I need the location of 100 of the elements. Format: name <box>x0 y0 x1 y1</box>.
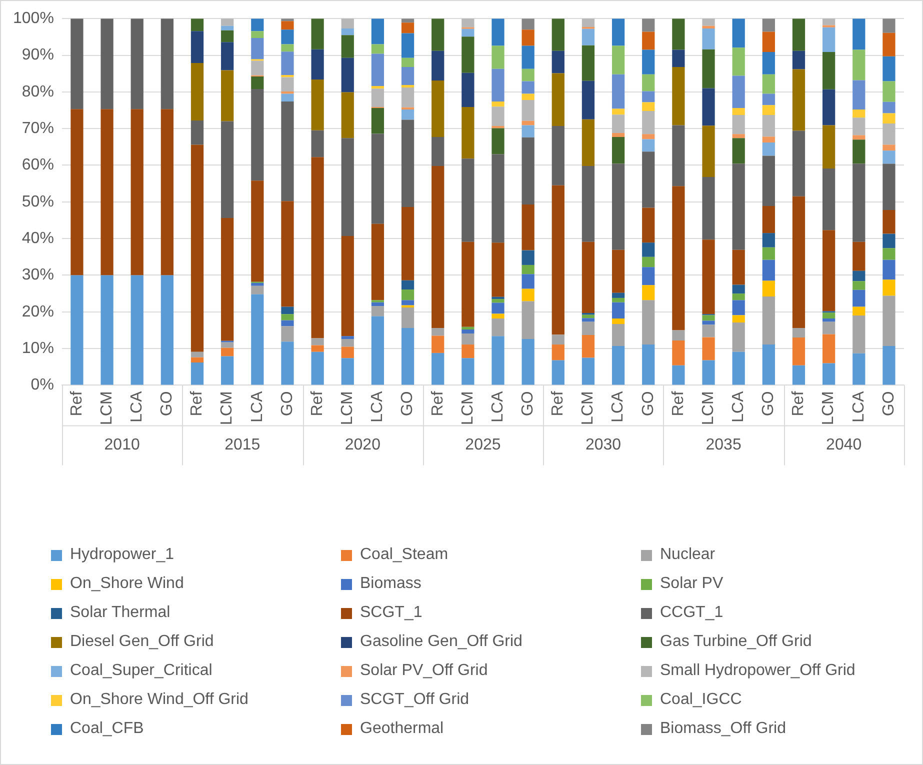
bar <box>852 18 866 50</box>
y-tick-label: 90% <box>22 46 54 64</box>
bar <box>160 18 174 110</box>
x-tick-label: LCA <box>850 390 868 422</box>
bar <box>552 334 564 345</box>
bar <box>522 46 534 69</box>
bar <box>251 282 264 286</box>
bar <box>281 342 294 385</box>
y-tick-label: 80% <box>22 83 54 100</box>
bar <box>462 326 474 330</box>
text: 2010 <box>104 436 140 454</box>
legend-label: Nuclear <box>660 546 716 564</box>
bar <box>522 301 534 340</box>
legend-label: Small Hydropower_Off Grid <box>660 662 856 680</box>
bar <box>522 30 534 46</box>
bar <box>612 114 625 133</box>
legend-label: Solar PV_Off Grid <box>360 662 488 680</box>
bar <box>612 292 625 298</box>
y-tick-label: 70% <box>22 120 54 137</box>
bar <box>281 30 294 44</box>
bar <box>702 315 715 321</box>
bar <box>432 166 444 328</box>
bar <box>822 18 836 26</box>
x-tick-label: LCM <box>339 391 356 425</box>
bar <box>582 45 595 81</box>
bar <box>432 18 444 51</box>
bar <box>762 94 775 106</box>
bar <box>642 285 655 300</box>
legend-label: Coal_IGCC <box>660 691 742 709</box>
bar <box>371 302 384 306</box>
bar <box>642 242 655 257</box>
x-tick-label: LCA <box>610 390 627 422</box>
bar <box>702 28 715 50</box>
bar <box>251 180 264 282</box>
bar <box>462 72 474 107</box>
bar <box>341 138 354 236</box>
bar <box>251 76 264 89</box>
bar <box>221 342 234 348</box>
bar <box>792 328 806 338</box>
bar <box>732 134 745 138</box>
legend-label: CCGT_1 <box>660 604 724 622</box>
bar <box>882 123 896 145</box>
bar <box>462 28 474 37</box>
bar <box>702 176 715 240</box>
x-tick-label: LCM <box>218 391 236 425</box>
bar <box>762 74 775 94</box>
bar <box>522 274 534 289</box>
y-tick-label: 100% <box>13 10 54 28</box>
bar <box>522 264 534 274</box>
bar <box>582 334 595 358</box>
bar <box>732 18 745 48</box>
legend-label: Diesel Gen_Off Grid <box>70 633 214 651</box>
bar <box>70 109 84 276</box>
x-tick-label: LCA <box>489 390 506 422</box>
bar <box>462 344 474 358</box>
bar <box>371 54 384 86</box>
bar <box>822 230 836 312</box>
bar <box>732 352 745 385</box>
bar <box>612 137 625 164</box>
bar <box>762 32 775 52</box>
bar <box>852 110 866 118</box>
bar <box>792 338 806 366</box>
y-tick-label: 10% <box>22 340 54 357</box>
bar <box>582 242 595 313</box>
bar <box>401 33 414 58</box>
bar <box>762 233 775 248</box>
bar <box>852 80 866 110</box>
bar <box>311 49 324 80</box>
bar <box>522 100 534 121</box>
bar <box>281 326 294 342</box>
bar <box>792 50 806 70</box>
bar <box>702 240 715 314</box>
text: 2040 <box>826 436 862 454</box>
bar <box>341 92 354 138</box>
bar <box>552 50 564 74</box>
bar <box>100 109 114 276</box>
x-tick-label: LCA <box>128 390 146 422</box>
bar <box>221 356 234 385</box>
legend-label: Gasoline Gen_Off Grid <box>360 633 522 651</box>
text: 2035 <box>706 436 742 454</box>
bar <box>582 119 595 166</box>
bar <box>371 134 384 224</box>
bar <box>672 186 685 330</box>
legend-label: Solar Thermal <box>70 604 170 622</box>
x-tick-label: GO <box>880 391 898 416</box>
bar <box>100 18 114 110</box>
bar <box>882 346 896 385</box>
bar <box>642 18 655 32</box>
bar <box>401 84 414 88</box>
bar <box>762 260 775 281</box>
bar <box>432 328 444 336</box>
x-tick-label: Ref <box>68 390 86 416</box>
bar <box>311 130 324 158</box>
bar <box>762 105 775 116</box>
bar <box>642 102 655 111</box>
bar <box>852 118 866 136</box>
bar <box>702 126 715 177</box>
bar <box>822 27 836 52</box>
bar <box>612 346 625 385</box>
y-tick-label: 50% <box>22 193 54 210</box>
